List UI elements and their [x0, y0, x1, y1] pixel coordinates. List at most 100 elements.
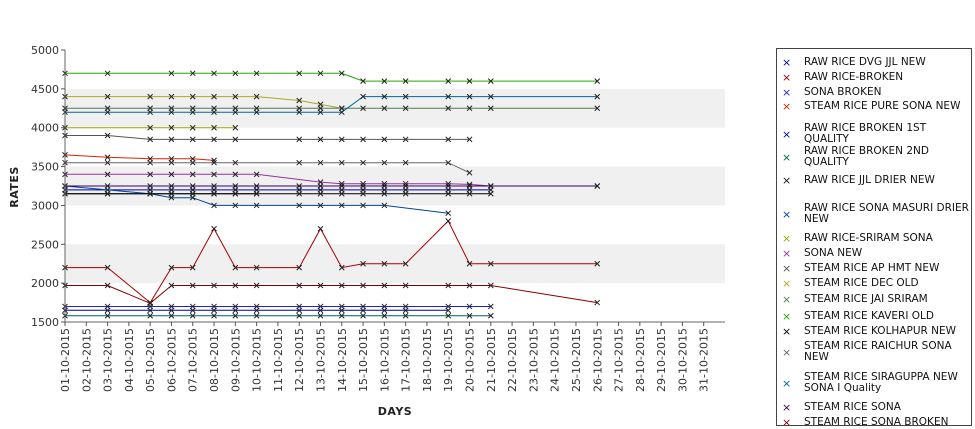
data-point [445, 78, 452, 84]
data-point [104, 132, 111, 139]
data-point [445, 180, 452, 187]
x-tick-label: 16-10-2015 [378, 328, 391, 392]
legend-item: × RAW RICE BROKEN 1ST QUALITY [777, 123, 971, 147]
data-point [317, 136, 324, 143]
data-point [232, 70, 239, 77]
legend-item: × RAW RICE BROKEN 2ND QUALITY [777, 146, 971, 170]
data-point [402, 159, 409, 166]
data-point [381, 307, 388, 314]
axes [64, 50, 725, 323]
x-tick-label: 19-10-2015 [442, 328, 455, 392]
data-point [189, 282, 196, 289]
data-point [402, 180, 409, 187]
x-tick-label: 02-10-2015 [80, 328, 93, 392]
data-point [211, 312, 217, 319]
data-point [168, 171, 175, 178]
x-tick-label: 15-10-2015 [357, 328, 370, 392]
data-point [296, 97, 303, 104]
data-point [168, 183, 175, 189]
data-point [402, 183, 409, 189]
data-point [381, 93, 388, 100]
legend-item: × STEAM RICE DEC OLD [777, 278, 971, 290]
data-point [189, 159, 196, 166]
data-point [317, 225, 324, 232]
data-point [487, 312, 494, 319]
data-point [594, 299, 601, 306]
data-point [360, 190, 366, 197]
data-point [466, 169, 473, 176]
y-tick-label: 2500 [31, 238, 59, 251]
data-point [232, 282, 239, 289]
x-tick-label: 26-10-2015 [591, 328, 604, 392]
data-point [147, 171, 154, 178]
legend-item: × STEAM RICE SONA BROKEN [777, 416, 971, 426]
data-point [232, 171, 239, 178]
data-point [168, 264, 175, 271]
legend-item: × RAW RICE JJL DRIER NEW [777, 175, 971, 187]
data-point [466, 93, 473, 100]
series-2 [62, 218, 601, 306]
data-point [487, 105, 494, 112]
y-axis-title: RATES [8, 166, 21, 208]
legend-label: STEAM RICE KAVERI OLD [804, 310, 934, 322]
data-point [232, 190, 239, 197]
data-point [147, 190, 154, 197]
data-point [445, 93, 452, 100]
legend-label: RAW RICE BROKEN 1ST QUALITY [804, 122, 927, 145]
x-tick-label: 10-10-2015 [251, 328, 264, 392]
legend-label: STEAM RICE RAICHUR SONA NEW [804, 340, 952, 363]
data-point [381, 136, 388, 143]
x-tick-label: 05-10-2015 [144, 328, 157, 392]
data-point [253, 264, 260, 271]
data-point [381, 159, 388, 166]
y-tick-label: 3500 [31, 161, 59, 174]
data-point [338, 70, 345, 77]
data-point [317, 282, 324, 289]
legend-label: STEAM RICE SONA BROKEN [804, 416, 949, 426]
x-tick-label: 20-10-2015 [464, 328, 477, 392]
data-point [381, 202, 388, 209]
data-point [487, 303, 494, 310]
data-point [338, 264, 345, 271]
data-point [211, 282, 217, 289]
data-point [104, 159, 111, 166]
series-12 [62, 93, 345, 112]
data-point [338, 180, 345, 187]
data-point [360, 260, 366, 267]
series-10 [62, 171, 601, 189]
legend-label: RAW RICE JJL DRIER NEW [804, 174, 935, 186]
x-tick-label: 01-10-2015 [59, 328, 72, 392]
data-point [317, 159, 324, 166]
data-point [211, 159, 217, 166]
legend-label: SONA BROKEN [804, 86, 882, 98]
data-point [317, 70, 324, 77]
legend-marker: × [782, 401, 792, 414]
x-tick-labels: 01-10-2015 02-10-2015 03-10-2015 04-10-2015… [59, 322, 711, 392]
data-point [253, 202, 260, 209]
data-point [381, 312, 388, 319]
data-point [338, 202, 345, 209]
legend-marker: × [782, 208, 792, 221]
data-point [168, 307, 175, 314]
series-9 [62, 124, 239, 131]
data-point [232, 124, 239, 131]
data-point [338, 307, 345, 314]
legend-label: STEAM RICE JAI SRIRAM [804, 293, 928, 305]
data-point [104, 183, 111, 189]
data-point [211, 225, 217, 232]
data-point [381, 78, 388, 84]
x-tick-label: 27-10-2015 [613, 328, 626, 392]
legend-marker: × [782, 325, 792, 338]
data-point [381, 190, 388, 197]
y-tick-label: 5000 [31, 44, 59, 57]
data-point [253, 171, 260, 178]
y-tick-labels: 1500 2000 2500 3000 3500 4000 4500 5000 [31, 44, 65, 329]
data-point [338, 136, 345, 143]
data-point [189, 190, 196, 197]
legend-label: STEAM RICE DEC OLD [804, 277, 919, 289]
data-point [594, 78, 601, 84]
series-16 [62, 159, 473, 176]
data-point [445, 105, 452, 112]
data-point [402, 93, 409, 100]
data-point [317, 190, 324, 197]
